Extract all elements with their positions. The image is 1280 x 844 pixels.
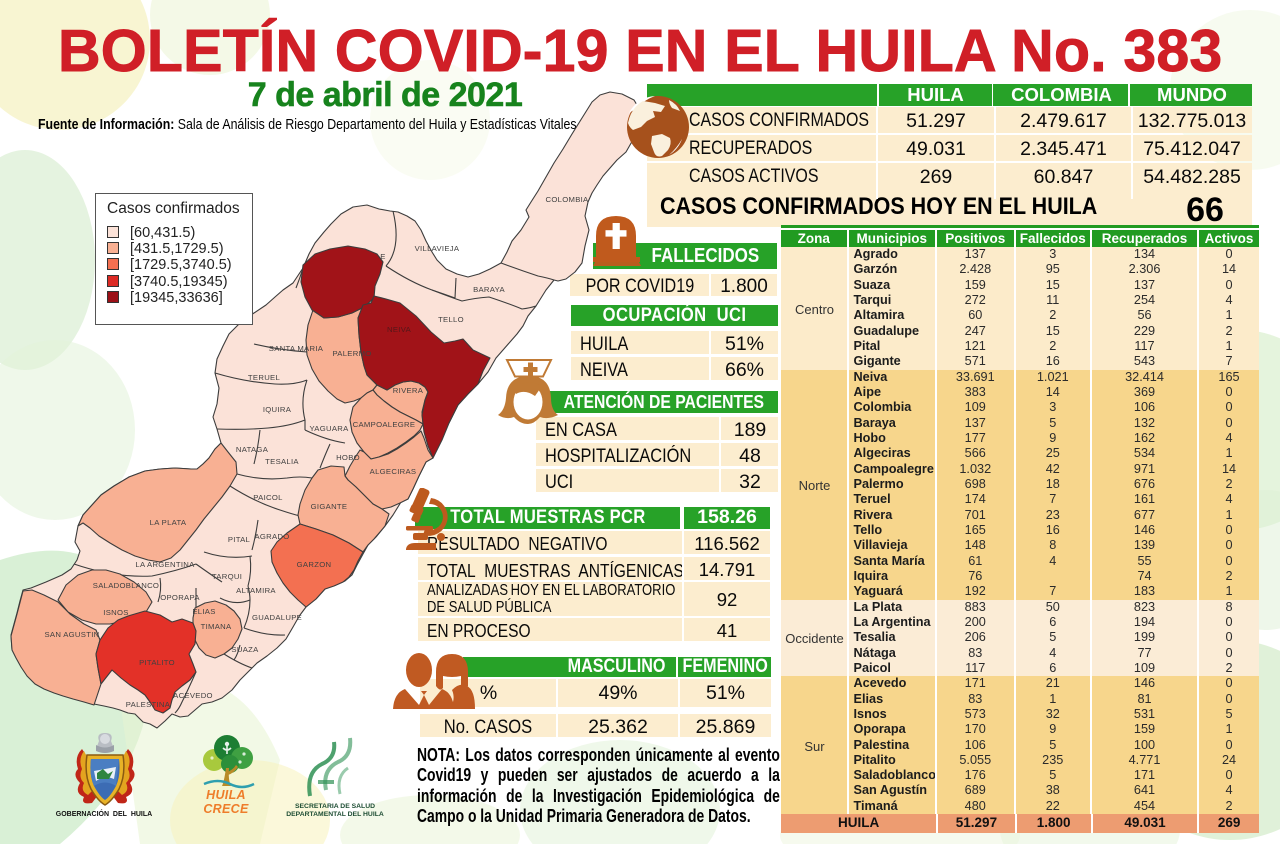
svg-text:PALERMO: PALERMO — [332, 349, 371, 358]
svg-text:RIVERA: RIVERA — [393, 386, 424, 395]
svg-text:AGRADO: AGRADO — [254, 532, 289, 541]
svg-text:NEIVA: NEIVA — [387, 325, 412, 334]
svg-text:VILLAVIEJA: VILLAVIEJA — [415, 244, 460, 253]
svg-text:ALTAMIRA: ALTAMIRA — [236, 586, 276, 595]
svg-text:NATAGA: NATAGA — [236, 445, 269, 454]
svg-text:CAMPOALEGRE: CAMPOALEGRE — [353, 420, 416, 429]
svg-text:ACEVEDO: ACEVEDO — [173, 691, 213, 700]
svg-text:PAICOL: PAICOL — [253, 493, 283, 502]
svg-text:YAGUARA: YAGUARA — [309, 424, 349, 433]
svg-text:ELIAS: ELIAS — [192, 607, 215, 616]
svg-text:IQUIRA: IQUIRA — [263, 405, 292, 414]
svg-text:LA ARGENTINA: LA ARGENTINA — [135, 560, 195, 569]
svg-text:TESALIA: TESALIA — [265, 457, 299, 466]
svg-text:PITALITO: PITALITO — [139, 658, 175, 667]
svg-text:TIMANA: TIMANA — [201, 622, 232, 631]
svg-text:SANTA MARIA: SANTA MARIA — [269, 344, 324, 353]
svg-text:E: E — [380, 252, 385, 261]
svg-text:GARZON: GARZON — [297, 560, 332, 569]
svg-text:HOBO: HOBO — [336, 453, 360, 462]
svg-text:GIGANTE: GIGANTE — [311, 502, 348, 511]
svg-text:TELLO: TELLO — [438, 315, 464, 324]
svg-text:SUAZA: SUAZA — [231, 645, 259, 654]
svg-text:COLOMBIA: COLOMBIA — [546, 195, 590, 204]
svg-text:OPORAPA: OPORAPA — [160, 593, 200, 602]
svg-text:PALESTINA: PALESTINA — [126, 700, 171, 709]
svg-text:SALADOBLANCO: SALADOBLANCO — [93, 581, 159, 590]
svg-text:SAN AGUSTIN: SAN AGUSTIN — [45, 630, 100, 639]
svg-text:ALGECIRAS: ALGECIRAS — [370, 467, 417, 476]
svg-text:TARQUI: TARQUI — [212, 572, 242, 581]
svg-text:BARAYA: BARAYA — [473, 285, 505, 294]
svg-text:GUADALUPE: GUADALUPE — [252, 613, 302, 622]
svg-text:PITAL: PITAL — [228, 535, 251, 544]
svg-text:ISNOS: ISNOS — [103, 608, 128, 617]
svg-text:LA PLATA: LA PLATA — [150, 518, 187, 527]
svg-text:TERUEL: TERUEL — [248, 373, 281, 382]
